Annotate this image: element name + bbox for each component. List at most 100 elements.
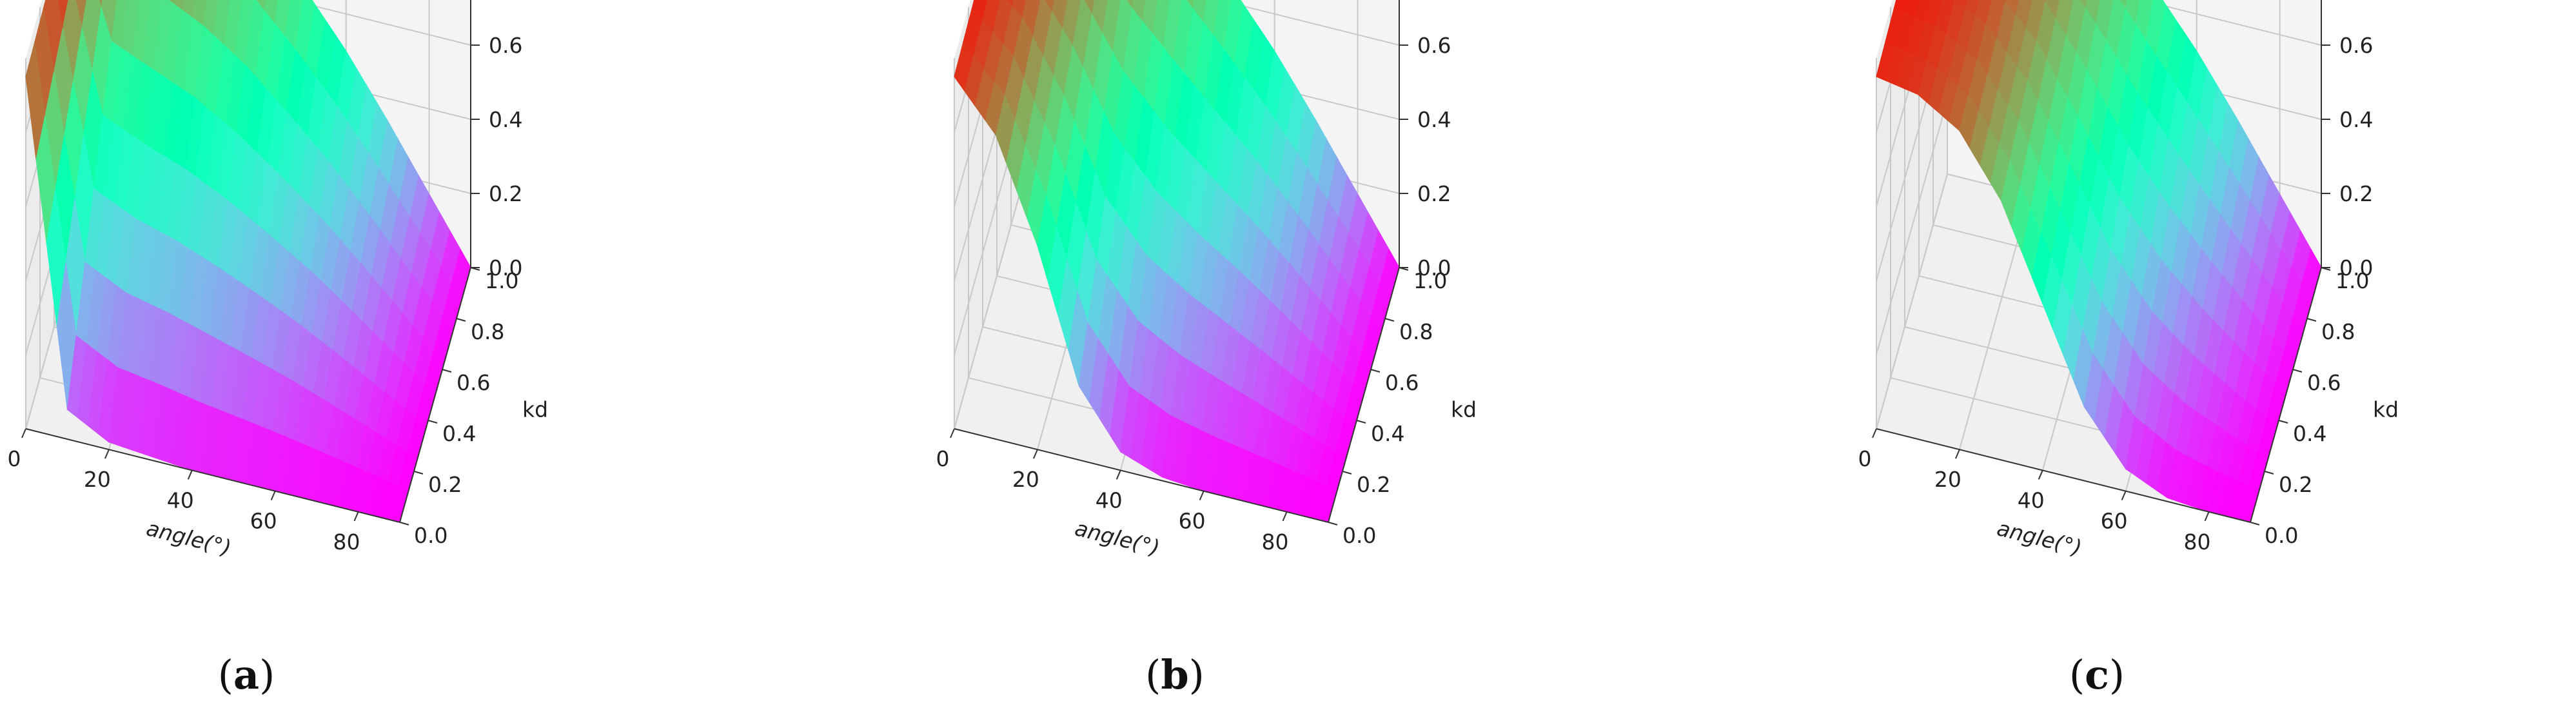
- y-tick-label: 0.8: [1399, 319, 1433, 344]
- x-tick-mark: [1032, 449, 1038, 459]
- x-tick-label: 80: [2184, 529, 2211, 554]
- y-tick-mark: [2250, 522, 2260, 525]
- x-tick-mark: [187, 470, 193, 480]
- y-tick-mark: [1328, 522, 1338, 525]
- z-tick-label: 0.2: [489, 181, 522, 206]
- x-axis-label: angle(°): [1994, 515, 2084, 560]
- x-tick-mark: [2121, 491, 2127, 501]
- y-axis-label: kd: [1451, 397, 1477, 422]
- y-axis-line: [399, 267, 471, 523]
- y-tick-label: 0.6: [2307, 370, 2341, 395]
- x-tick-label: 0: [936, 446, 950, 471]
- y-tick-label: 0.2: [2279, 472, 2312, 497]
- panel-c: 0 20 40 60 80 angle(°) 0.0 0.2 0.4 0.6 0.8 1.0 kd 0.0…: [1851, 0, 2576, 726]
- y-tick-label: 1.0: [485, 268, 518, 293]
- z-tick-label: 0.2: [1417, 181, 1451, 206]
- x-axis-label: angle(°): [1072, 515, 1162, 560]
- y-tick-label: 0.6: [457, 370, 490, 395]
- x-axis-label: angle(°): [144, 515, 233, 560]
- y-tick-mark: [1356, 420, 1366, 424]
- x-tick-label: 80: [333, 529, 360, 554]
- x-tick-mark: [1282, 511, 1288, 522]
- y-tick-label: 0.4: [1371, 421, 1404, 446]
- y-tick-label: 0.2: [1357, 472, 1390, 497]
- y-tick-label: 0.0: [1342, 523, 1376, 548]
- grid-line-z: [1876, 0, 2322, 207]
- z-tick-label: 0.0: [489, 255, 522, 280]
- x-axis-line: [1876, 428, 2251, 523]
- z-tick-label: 0.0: [2339, 255, 2373, 280]
- surface-plot-c: 0 20 40 60 80 angle(°) 0.0 0.2 0.4 0.6 0.8 1.0 kd 0.0…: [1858, 0, 2399, 560]
- x-tick-label: 60: [2101, 509, 2128, 534]
- y-tick-mark: [1342, 471, 1352, 475]
- x-tick-label: 40: [2018, 487, 2045, 513]
- y-tick-mark: [442, 369, 452, 373]
- x-tick-mark: [104, 449, 110, 459]
- x-tick-mark: [950, 428, 955, 438]
- z-tick-label: 0.4: [489, 107, 522, 132]
- y-tick-label: 1.0: [1413, 268, 1447, 293]
- y-tick-label: 0.8: [2321, 319, 2355, 344]
- x-tick-mark: [1872, 428, 1877, 438]
- y-tick-mark: [2264, 471, 2274, 475]
- pane-left: [1876, 0, 1947, 429]
- z-tick-label: 0.6: [1417, 33, 1451, 58]
- x-axis-line: [25, 428, 400, 523]
- x-tick-mark: [2038, 470, 2043, 480]
- x-tick-mark: [270, 491, 276, 501]
- y-tick-label: 0.2: [428, 472, 462, 497]
- x-tick-mark: [21, 428, 26, 438]
- surface-plot-b: 0 20 40 60 80 angle(°) 0.0 0.2 0.4 0.6 0.8 1.0 kd 0.0…: [936, 0, 1477, 560]
- caption-b: (b): [1145, 651, 1204, 698]
- y-tick-label: 0.4: [2293, 421, 2326, 446]
- x-axis-line: [954, 428, 1329, 523]
- x-tick-mark: [1954, 449, 1960, 459]
- x-tick-label: 40: [1096, 487, 1123, 513]
- y-tick-label: 0.8: [471, 319, 504, 344]
- panel-a: 0 20 40 60 80 angle(°) 0.0 0.2 0.4 0.6 0.8 1.0 kd 0.0…: [0, 0, 858, 726]
- y-axis-line: [2250, 267, 2322, 523]
- y-tick-mark: [2306, 318, 2317, 322]
- y-tick-mark: [456, 318, 466, 322]
- y-tick-mark: [1384, 318, 1395, 322]
- x-tick-label: 60: [1179, 509, 1206, 534]
- z-tick-label: 0.4: [1417, 107, 1451, 132]
- caption-c: (c): [2069, 651, 2125, 698]
- y-tick-label: 0.0: [2265, 523, 2298, 548]
- x-tick-mark: [353, 511, 359, 522]
- y-tick-mark: [2292, 369, 2303, 373]
- y-tick-mark: [2278, 420, 2288, 424]
- x-tick-label: 20: [1012, 467, 1039, 492]
- x-tick-label: 0: [1858, 446, 1872, 471]
- x-tick-mark: [1199, 491, 1204, 501]
- x-tick-label: 20: [84, 467, 111, 492]
- x-tick-label: 20: [1934, 467, 1961, 492]
- y-axis-line: [1328, 267, 1400, 523]
- x-tick-mark: [2204, 511, 2210, 522]
- y-tick-label: 0.4: [442, 421, 476, 446]
- y-tick-label: 0.6: [1385, 370, 1419, 395]
- y-tick-mark: [428, 420, 438, 424]
- y-tick-mark: [399, 522, 409, 525]
- x-tick-label: 60: [250, 509, 277, 534]
- caption-a: (a): [217, 651, 275, 698]
- x-tick-label: 80: [1262, 529, 1289, 554]
- z-tick-label: 0.6: [489, 33, 522, 58]
- y-tick-mark: [1370, 369, 1381, 373]
- y-tick-label: 1.0: [2335, 268, 2369, 293]
- x-tick-label: 40: [167, 487, 194, 513]
- y-tick-mark: [413, 471, 424, 475]
- z-tick-label: 0.2: [2339, 181, 2373, 206]
- y-axis-label: kd: [522, 397, 548, 422]
- grid-line-z: [954, 0, 1400, 207]
- y-tick-label: 0.0: [414, 523, 447, 548]
- y-axis-label: kd: [2373, 397, 2399, 422]
- panel-b: 0 20 40 60 80 angle(°) 0.0 0.2 0.4 0.6 0.8 1.0 kd 0.0…: [929, 0, 1787, 726]
- z-tick-label: 0.4: [2339, 107, 2373, 132]
- x-tick-label: 0: [8, 446, 21, 471]
- x-tick-mark: [1116, 470, 1121, 480]
- z-tick-label: 0.6: [2339, 33, 2373, 58]
- surface-plot-a: 0 20 40 60 80 angle(°) 0.0 0.2 0.4 0.6 0.8 1.0 kd 0.0…: [8, 0, 548, 560]
- z-tick-label: 0.0: [1417, 255, 1451, 280]
